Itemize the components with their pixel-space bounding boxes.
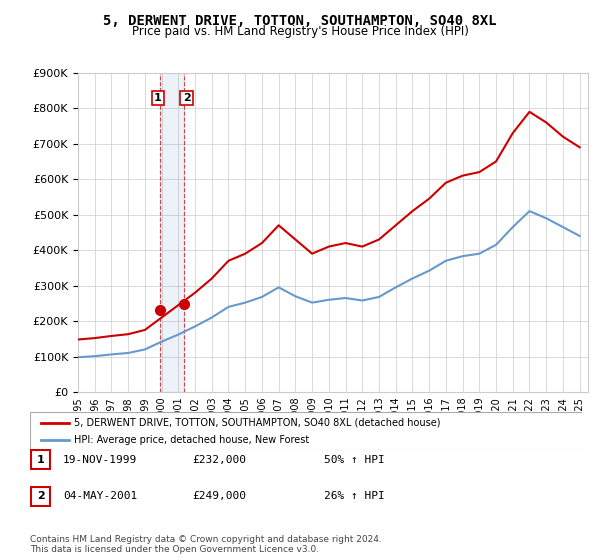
Text: £249,000: £249,000 (192, 491, 246, 501)
Text: 26% ↑ HPI: 26% ↑ HPI (324, 491, 385, 501)
Text: HPI: Average price, detached house, New Forest: HPI: Average price, detached house, New … (74, 435, 310, 445)
Text: Contains HM Land Registry data © Crown copyright and database right 2024.: Contains HM Land Registry data © Crown c… (30, 535, 382, 544)
Text: £232,000: £232,000 (192, 455, 246, 465)
Text: 2: 2 (37, 491, 44, 501)
Text: This data is licensed under the Open Government Licence v3.0.: This data is licensed under the Open Gov… (30, 545, 319, 554)
Text: 5, DERWENT DRIVE, TOTTON, SOUTHAMPTON, SO40 8XL (detached house): 5, DERWENT DRIVE, TOTTON, SOUTHAMPTON, S… (74, 418, 440, 428)
Text: Price paid vs. HM Land Registry's House Price Index (HPI): Price paid vs. HM Land Registry's House … (131, 25, 469, 38)
Text: 19-NOV-1999: 19-NOV-1999 (63, 455, 137, 465)
Text: 2: 2 (182, 93, 190, 103)
Bar (160, 73, 184, 392)
FancyBboxPatch shape (30, 412, 582, 451)
FancyBboxPatch shape (31, 487, 50, 506)
Text: 5, DERWENT DRIVE, TOTTON, SOUTHAMPTON, SO40 8XL: 5, DERWENT DRIVE, TOTTON, SOUTHAMPTON, S… (103, 14, 497, 28)
Text: 04-MAY-2001: 04-MAY-2001 (63, 491, 137, 501)
Text: 50% ↑ HPI: 50% ↑ HPI (324, 455, 385, 465)
Text: 1: 1 (37, 455, 44, 465)
FancyBboxPatch shape (31, 450, 50, 469)
Text: 1: 1 (154, 93, 162, 103)
